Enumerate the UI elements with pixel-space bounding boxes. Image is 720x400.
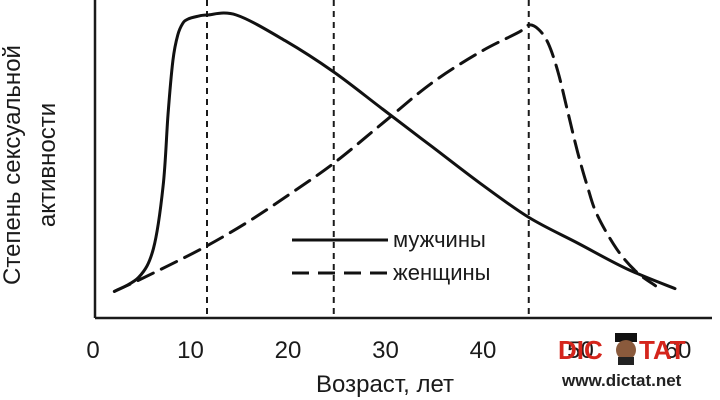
watermark-brand-left: DIC — [558, 335, 603, 365]
series-line-women — [112, 23, 657, 293]
y-axis-title-line-1: Степень сексуальной — [0, 45, 26, 285]
x-tick-label-50: 50 — [567, 337, 594, 364]
watermark-url: www.dictat.net — [561, 371, 682, 390]
reference-lines — [206, 0, 530, 318]
legend-label-men: мужчины — [393, 227, 486, 252]
x-tick-label-40: 40 — [470, 337, 497, 364]
series-layer — [112, 11, 677, 293]
y-axis-title-line-2: активности — [34, 103, 61, 227]
x-tick-label-0: 0 — [86, 337, 99, 364]
watermark: DIC TAT www.dictat.net — [558, 333, 686, 390]
watermark-brand-right: TAT — [639, 335, 686, 365]
watermark-face-icon — [615, 333, 637, 365]
y-axis-title: Степень сексуальной активности — [0, 45, 61, 285]
x-tick-label-30: 30 — [372, 337, 399, 364]
series-line-men — [112, 11, 677, 293]
legend-label-women: женщины — [393, 260, 490, 285]
legend: мужчины женщины — [292, 227, 490, 285]
x-tick-label-10: 10 — [177, 337, 204, 364]
x-tick-label-20: 20 — [275, 337, 302, 364]
x-tick-label-60: 60 — [665, 337, 692, 364]
x-tick-labels: 0 10 20 30 40 50 60 — [86, 337, 691, 364]
x-axis-title: Возраст, лет — [316, 371, 454, 398]
